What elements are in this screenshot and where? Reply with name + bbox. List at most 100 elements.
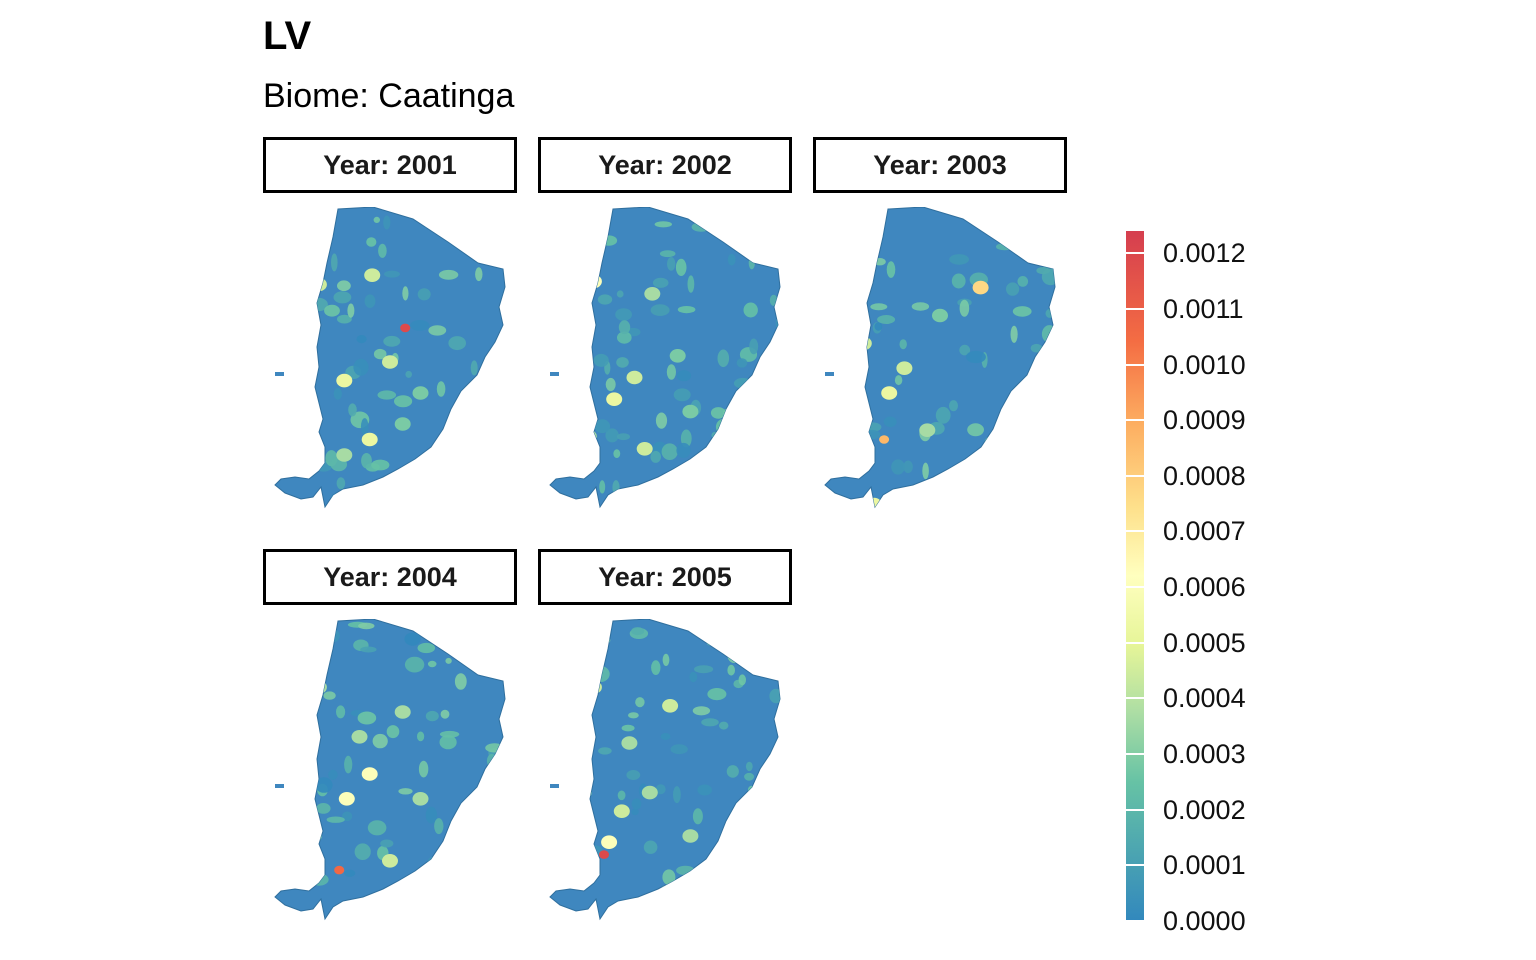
municipality-hotspot — [382, 355, 398, 369]
municipality-hotspot — [601, 835, 618, 849]
municipality-patch — [959, 344, 971, 356]
municipality-patch — [697, 784, 712, 796]
biome-region — [274, 619, 506, 921]
municipality-patch — [342, 811, 353, 822]
municipality-patch — [616, 357, 629, 368]
municipality-hotspot — [662, 699, 679, 713]
municipality-patch — [326, 629, 340, 643]
island-region — [550, 784, 559, 788]
municipality-patch — [485, 743, 504, 753]
legend-tick-mark — [1126, 363, 1144, 366]
municipality-patch — [600, 235, 618, 246]
municipality-patch — [354, 843, 371, 860]
municipality-patch — [597, 294, 613, 305]
municipality-patch — [364, 294, 376, 308]
municipality-patch — [360, 646, 377, 653]
municipality-hotspot — [682, 829, 699, 843]
municipality-patch — [460, 439, 473, 445]
municipality-patch — [655, 412, 668, 429]
municipality-patch — [1045, 475, 1055, 487]
municipality-patch — [736, 358, 748, 368]
municipality-patch — [425, 710, 439, 722]
municipality-patch — [454, 673, 467, 690]
municipality-patch — [404, 656, 425, 673]
municipality-patch — [445, 657, 452, 664]
municipality-patch — [440, 709, 450, 719]
facet-strip-label: Year: 2005 — [538, 549, 792, 605]
municipality-patch — [398, 788, 413, 795]
municipality-patch — [465, 405, 479, 423]
municipality-hotspot — [599, 850, 609, 859]
municipality-patch — [470, 360, 478, 376]
municipality-patch — [404, 632, 421, 646]
legend-tick-mark — [1126, 641, 1144, 644]
municipality-patch — [706, 861, 720, 873]
municipality-patch — [662, 653, 670, 666]
choropleth-map — [538, 619, 792, 929]
legend-tick-label: 0.0006 — [1163, 572, 1246, 603]
municipality-hotspot — [412, 792, 429, 806]
choropleth-map — [263, 207, 517, 517]
municipality-patch — [753, 872, 771, 890]
municipality-patch — [996, 243, 1014, 251]
municipality-patch — [347, 303, 355, 318]
municipality-hotspot — [394, 705, 411, 719]
municipality-patch — [439, 735, 457, 750]
municipality-patch — [617, 331, 632, 344]
municipality-patch — [987, 217, 996, 232]
municipality-patch — [487, 351, 499, 366]
municipality-hotspot — [879, 435, 890, 444]
municipality-patch — [871, 233, 882, 242]
municipality-patch — [738, 674, 746, 686]
municipality-hotspot — [972, 280, 989, 295]
biome-region — [824, 207, 1056, 509]
municipality-patch — [360, 418, 369, 436]
municipality-hotspot — [331, 497, 348, 507]
municipality-patch — [654, 221, 672, 228]
municipality-patch — [486, 753, 497, 768]
municipality-hotspot — [412, 386, 429, 400]
municipality-patch — [1012, 306, 1032, 317]
municipality-patch — [1014, 481, 1028, 500]
municipality-patch — [667, 257, 676, 271]
legend-tick-mark — [1126, 419, 1144, 422]
municipality-patch — [439, 730, 460, 738]
municipality-patch — [710, 407, 726, 419]
municipality-patch — [434, 818, 444, 835]
municipality-patch — [726, 765, 739, 778]
municipality-hotspot — [361, 432, 378, 447]
municipality-patch — [591, 634, 611, 646]
municipality-patch — [613, 449, 621, 458]
municipality-patch — [635, 697, 645, 708]
municipality-patch — [618, 320, 631, 335]
municipality-patch — [373, 348, 387, 360]
municipality-patch — [940, 483, 954, 491]
municipality-patch — [348, 403, 357, 417]
municipality-patch — [650, 304, 670, 316]
municipality-patch — [377, 390, 397, 400]
municipality-patch — [984, 435, 999, 452]
municipality-patch — [612, 480, 620, 495]
facet-strip-label: Year: 2001 — [263, 137, 517, 193]
legend-tick-mark — [1126, 753, 1144, 756]
municipality-patch — [465, 491, 475, 501]
municipality-patch — [744, 772, 755, 781]
municipality-hotspot — [580, 429, 597, 444]
municipality-patch — [605, 377, 616, 392]
municipality-patch — [402, 286, 409, 301]
choropleth-map — [813, 207, 1067, 517]
municipality-hotspot — [336, 373, 353, 388]
municipality-patch — [659, 250, 676, 258]
municipality-patch — [1026, 461, 1044, 474]
municipality-patch — [652, 277, 669, 288]
municipality-patch — [870, 303, 888, 311]
municipality-patch — [417, 642, 436, 654]
island-region — [275, 372, 284, 376]
municipality-patch — [336, 477, 346, 490]
legend-tick-mark — [1126, 920, 1144, 922]
municipality-patch — [752, 660, 768, 670]
municipality-patch — [423, 863, 440, 872]
municipality-patch — [990, 466, 998, 476]
municipality-patch — [467, 464, 487, 480]
municipality-patch — [733, 377, 752, 389]
